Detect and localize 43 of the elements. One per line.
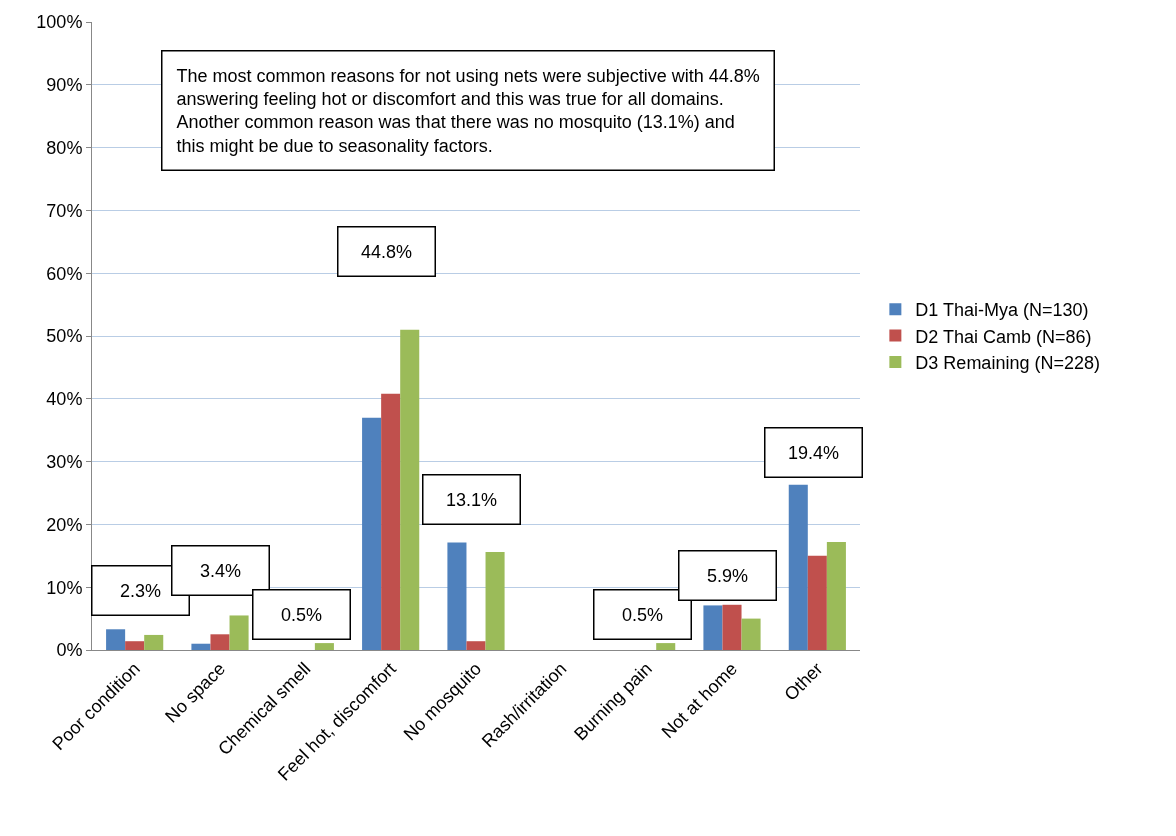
bar — [447, 542, 467, 650]
annotation: 44.8% — [360, 241, 413, 262]
y-tick-label: 100% — [36, 12, 83, 33]
bar — [722, 604, 742, 650]
y-tick-label: 0% — [56, 640, 83, 661]
bar — [807, 555, 827, 650]
y-tick-label: 30% — [46, 451, 83, 472]
legend-label: D3 Remaining (N=228) — [915, 353, 1100, 374]
bar — [144, 634, 164, 650]
bar — [191, 643, 211, 650]
bar — [106, 629, 126, 650]
bar — [229, 615, 249, 650]
legend-label: D2 Thai Camb (N=86) — [915, 326, 1092, 347]
bar — [788, 484, 808, 650]
annotation: 3.4% — [199, 560, 242, 581]
bar — [656, 643, 676, 650]
annotation: 5.9% — [706, 565, 749, 586]
annotation: The most common reasons for not using nets were subjective with 44.8% answering feeling hot or discomfort and this was true for all domains. Another common reason was that there was no mosquito (13.1%) and this might be due to seasonality factors. — [176, 65, 760, 156]
bar — [210, 634, 230, 650]
annotation: 13.1% — [445, 489, 498, 510]
annotation: 0.5% — [280, 604, 323, 625]
legend-label: D1 Thai-Mya (N=130) — [915, 300, 1089, 321]
bar — [400, 329, 420, 650]
bar — [314, 643, 334, 650]
bar — [125, 641, 145, 650]
bar — [381, 393, 401, 650]
bar — [485, 552, 505, 650]
bar — [741, 618, 761, 650]
y-tick-label: 10% — [46, 577, 83, 598]
bar — [362, 417, 382, 650]
bar — [466, 641, 486, 650]
y-tick-label: 80% — [46, 137, 83, 158]
annotation: 2.3% — [119, 580, 162, 601]
bar — [703, 605, 723, 650]
y-tick-label: 50% — [46, 326, 83, 347]
y-tick-label: 90% — [46, 75, 83, 96]
y-tick-label: 60% — [46, 263, 83, 284]
y-tick-label: 70% — [46, 200, 83, 221]
bar — [826, 541, 846, 650]
y-tick-label: 40% — [46, 389, 83, 410]
annotation: 19.4% — [787, 442, 840, 463]
y-tick-label: 20% — [46, 514, 83, 535]
annotation: 0.5% — [621, 604, 664, 625]
